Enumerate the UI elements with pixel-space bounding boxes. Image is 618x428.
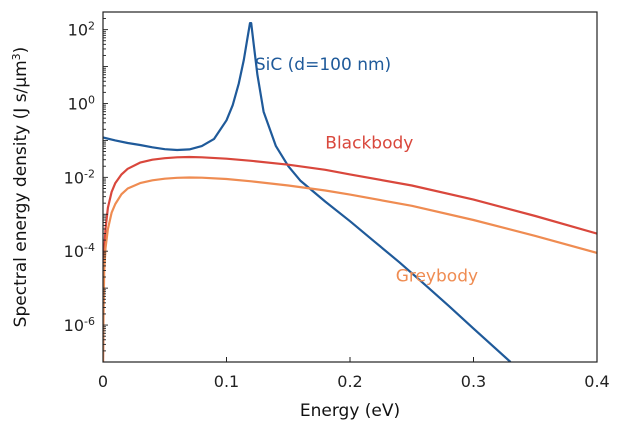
series-label-blackbody: Blackbody bbox=[325, 134, 413, 154]
y-tick-label: 102 bbox=[68, 19, 95, 40]
series-line-greybody bbox=[103, 176, 597, 362]
y-axis-title: Spectral energy density (J s/μm3) bbox=[10, 47, 32, 328]
y-tick-label: 10-4 bbox=[64, 241, 95, 262]
x-tick-label: 0 bbox=[98, 372, 108, 391]
y-tick-label: 100 bbox=[68, 93, 95, 114]
y-tick-label: 10-2 bbox=[64, 167, 95, 188]
series-line-sic bbox=[103, 22, 512, 362]
series-line-blackbody bbox=[103, 155, 597, 362]
y-axis-ticks: 10-6 10-4 10-2 100 102 bbox=[64, 11, 108, 363]
y-tick-label: 10-6 bbox=[64, 315, 95, 336]
series-label-greybody: Greybody bbox=[396, 267, 478, 287]
x-tick-label: 0.4 bbox=[584, 372, 609, 391]
series-layer bbox=[103, 22, 597, 362]
series-label-sic: SiC (d=100 nm) bbox=[255, 55, 391, 75]
x-axis-title: Energy (eV) bbox=[300, 401, 400, 421]
x-axis-ticks: 0 0.1 0.2 0.3 0.4 bbox=[98, 357, 610, 391]
y-axis-title-superscript: 3 bbox=[10, 53, 23, 60]
y-axis-title-main: Spectral energy density (J s/μm bbox=[11, 60, 31, 327]
y-axis-title-close: ) bbox=[11, 47, 31, 54]
x-tick-label: 0.2 bbox=[337, 372, 362, 391]
x-tick-label: 0.1 bbox=[214, 372, 239, 391]
x-tick-label: 0.3 bbox=[461, 372, 486, 391]
